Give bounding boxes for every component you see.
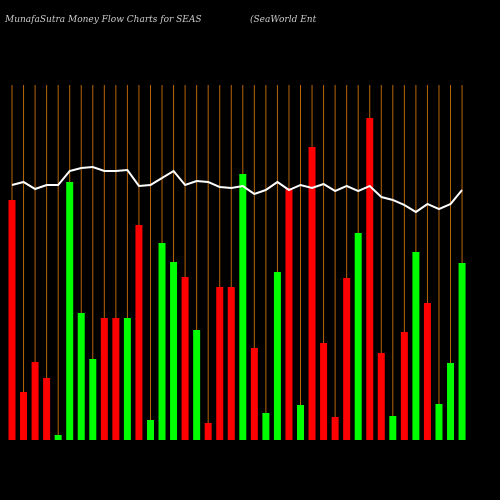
bar: [423, 303, 431, 440]
bar: [435, 404, 443, 440]
bar: [43, 378, 51, 440]
bar: [447, 363, 455, 440]
bar: [8, 200, 16, 440]
bar: [297, 405, 304, 440]
bar: [389, 416, 397, 440]
bar: [239, 174, 247, 440]
bar: [273, 272, 281, 440]
bar: [204, 423, 212, 440]
bar: [400, 332, 408, 440]
bar: [158, 243, 166, 440]
bar: [377, 353, 385, 440]
bar: [216, 287, 224, 440]
bar: [100, 318, 108, 440]
bar: [227, 287, 235, 440]
bar: [250, 348, 258, 440]
bar: [262, 413, 270, 440]
bar: [181, 277, 189, 440]
bar: [354, 233, 362, 440]
chart-subtitle: (SeaWorld Ent: [250, 14, 317, 25]
bar: [146, 420, 154, 440]
money-flow-line: [11, 165, 463, 214]
bar: [285, 188, 293, 440]
bar: [320, 343, 328, 440]
bar: [123, 318, 131, 440]
bar: [20, 392, 28, 440]
bar: [135, 225, 143, 440]
bar: [193, 330, 201, 440]
bar: [331, 417, 339, 440]
bar: [89, 359, 97, 440]
bar: [66, 182, 74, 440]
bar: [343, 278, 351, 440]
bar: [170, 262, 178, 440]
bar: [31, 362, 39, 440]
bar: [77, 313, 85, 440]
bar: [458, 263, 466, 440]
bar: [412, 252, 420, 440]
chart-title: MunafaSutra Money Flow Charts for SEAS: [4, 15, 202, 25]
bar: [366, 118, 374, 440]
bar: [308, 147, 316, 440]
bar: [112, 318, 120, 440]
bar: [54, 435, 62, 440]
